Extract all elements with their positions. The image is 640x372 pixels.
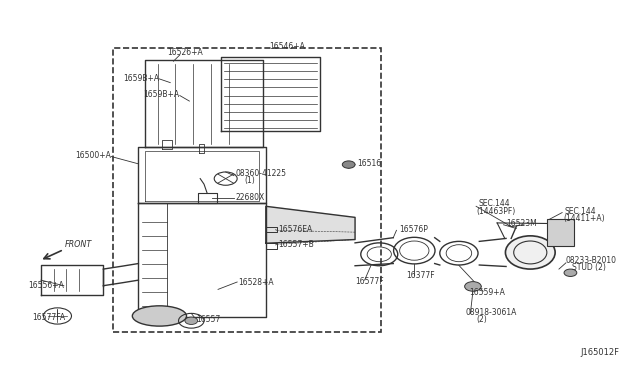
Text: 16557+B: 16557+B bbox=[278, 240, 314, 249]
Ellipse shape bbox=[132, 306, 186, 326]
Circle shape bbox=[465, 282, 481, 291]
Text: 16576P: 16576P bbox=[399, 225, 429, 234]
Ellipse shape bbox=[506, 236, 555, 269]
Text: J165012F: J165012F bbox=[580, 349, 620, 357]
Text: 16577FA: 16577FA bbox=[32, 312, 65, 321]
Text: 08918-3061A: 08918-3061A bbox=[465, 308, 516, 317]
Text: 16523M: 16523M bbox=[506, 219, 537, 228]
Text: STUD (2): STUD (2) bbox=[572, 263, 606, 272]
Circle shape bbox=[185, 317, 198, 324]
Text: 16528+A: 16528+A bbox=[239, 278, 274, 287]
Circle shape bbox=[564, 269, 577, 276]
Text: 16557: 16557 bbox=[196, 315, 220, 324]
Text: 16576EA: 16576EA bbox=[278, 225, 313, 234]
Text: 1659B+A: 1659B+A bbox=[144, 90, 180, 99]
Text: (14411+A): (14411+A) bbox=[563, 214, 605, 223]
Text: 1659B+A: 1659B+A bbox=[124, 74, 159, 83]
Text: 08360-41225: 08360-41225 bbox=[236, 169, 287, 177]
FancyBboxPatch shape bbox=[547, 219, 573, 246]
Text: (2): (2) bbox=[477, 315, 488, 324]
Text: 16516: 16516 bbox=[357, 159, 381, 169]
Text: 16500+A: 16500+A bbox=[75, 151, 111, 160]
Text: 16546+A: 16546+A bbox=[269, 42, 305, 51]
Text: 08233-B2010: 08233-B2010 bbox=[566, 256, 617, 265]
Text: SEC.144: SEC.144 bbox=[564, 206, 596, 216]
Text: 22680X: 22680X bbox=[236, 193, 265, 202]
Text: 16556+A: 16556+A bbox=[28, 281, 64, 290]
Text: (1): (1) bbox=[245, 176, 255, 185]
Text: 16559+A: 16559+A bbox=[469, 288, 505, 297]
Text: (14463PF): (14463PF) bbox=[477, 206, 516, 216]
Text: 16577F: 16577F bbox=[355, 277, 384, 286]
Text: SEC.144: SEC.144 bbox=[478, 199, 509, 208]
Text: FRONT: FRONT bbox=[65, 240, 92, 249]
Text: 16377F: 16377F bbox=[406, 271, 435, 280]
Text: 16526+A: 16526+A bbox=[167, 48, 203, 57]
Polygon shape bbox=[266, 206, 355, 243]
Circle shape bbox=[342, 161, 355, 168]
